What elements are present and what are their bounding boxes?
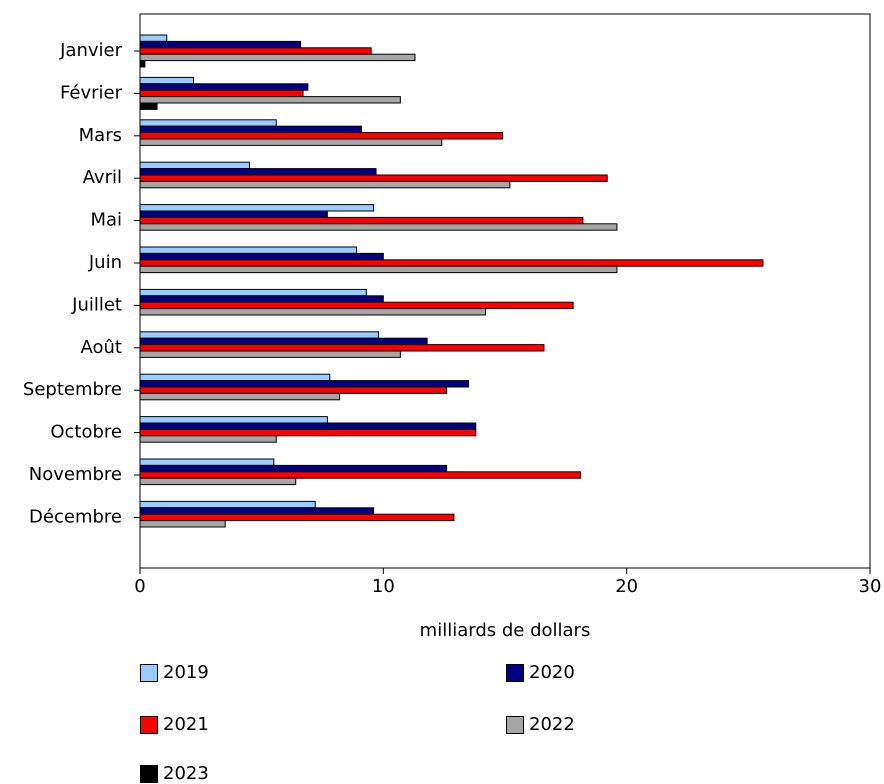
bar-2022	[139, 392, 341, 401]
x-tick-label: 20	[615, 576, 638, 597]
legend-item-2019: 2019	[140, 663, 209, 683]
y-tick-label: Juin	[88, 252, 122, 273]
y-tick-label: Mai	[90, 210, 122, 231]
legend-swatch	[506, 664, 524, 682]
bar-2022	[139, 308, 487, 316]
bar-2020	[139, 507, 375, 515]
bar-2020	[139, 337, 428, 346]
bar-2021	[139, 132, 504, 140]
legend-swatch	[140, 765, 158, 783]
y-tick-label: Avril	[83, 167, 122, 188]
bar-2019	[139, 76, 195, 85]
bar-2019	[139, 34, 168, 42]
bar-2022	[139, 138, 443, 146]
bar-2021	[139, 471, 581, 479]
y-tick-label: Août	[81, 337, 122, 358]
bar-2021	[139, 89, 304, 98]
bar-2020	[139, 40, 302, 49]
bar-2020	[139, 380, 469, 388]
legend-item-2021: 2021	[140, 715, 209, 735]
bar-2022	[139, 223, 618, 231]
bar-2021	[139, 386, 448, 394]
bar-2020	[139, 252, 384, 261]
bar-2021	[139, 47, 372, 55]
legend-item-2023: 2023	[140, 764, 209, 784]
legend-label: 2021	[163, 714, 209, 735]
bar-2019	[139, 500, 316, 509]
y-tick-label: Octobre	[50, 422, 122, 443]
bar-2019	[139, 288, 367, 297]
bar-2023	[139, 60, 146, 68]
bar-2022	[139, 265, 618, 274]
y-axis-labels: Janvier Février Mars Avril Mai Juin Juillet Aoû…	[23, 40, 140, 527]
legend-swatch	[506, 716, 524, 734]
bar-2021	[139, 428, 477, 437]
bar-2019	[139, 416, 328, 424]
bar-2021	[139, 259, 764, 267]
bar-2020	[139, 168, 377, 176]
y-tick-label: Mars	[79, 125, 122, 146]
bar-2019	[139, 204, 375, 212]
legend-item-2020: 2020	[506, 663, 575, 683]
bar-2022	[139, 53, 416, 62]
bar-2022	[139, 520, 226, 528]
bar-2019	[139, 373, 331, 382]
legend-label: 2019	[163, 662, 209, 683]
bar-2022	[139, 180, 511, 189]
x-axis-title: milliards de dollars	[420, 620, 591, 641]
bars	[139, 34, 764, 528]
x-tick-label: 0	[134, 576, 145, 597]
x-axis-ticks: 0 10 20 30	[134, 568, 881, 597]
bar-2020	[139, 464, 448, 473]
bar-2019	[139, 119, 277, 127]
y-tick-label: Septembre	[23, 379, 122, 400]
bar-2022	[139, 350, 401, 358]
y-tick-label: Décembre	[29, 506, 122, 527]
legend-swatch	[140, 716, 158, 734]
y-tick-label: Février	[60, 82, 123, 103]
bar-2019	[139, 161, 250, 170]
bar-2021	[139, 174, 608, 182]
legend-item-2022: 2022	[506, 715, 575, 735]
x-tick-label: 30	[859, 576, 882, 597]
bar-2021	[139, 301, 574, 310]
bar-2021	[139, 344, 545, 352]
y-tick-label: Juillet	[71, 294, 122, 315]
bar-2021	[139, 216, 584, 225]
bar-2020	[139, 125, 362, 134]
bar-2020	[139, 210, 328, 218]
bar-2022	[139, 435, 277, 443]
bar-2023	[139, 102, 158, 110]
legend-label: 2023	[163, 763, 209, 784]
x-tick-label: 10	[372, 576, 395, 597]
y-tick-label: Novembre	[29, 464, 122, 485]
legend-label: 2020	[529, 662, 575, 683]
legend-swatch	[140, 664, 158, 682]
bar-2022	[139, 477, 297, 486]
bar-2020	[139, 295, 384, 303]
bar-2019	[139, 331, 379, 339]
bar-2019	[139, 458, 275, 466]
bar-2020	[139, 422, 477, 430]
y-tick-label: Janvier	[59, 40, 122, 61]
bar-2019	[139, 246, 358, 254]
bar-2021	[139, 513, 455, 522]
bar-2020	[139, 83, 309, 91]
legend-label: 2022	[529, 714, 575, 735]
bar-2022	[139, 96, 401, 104]
